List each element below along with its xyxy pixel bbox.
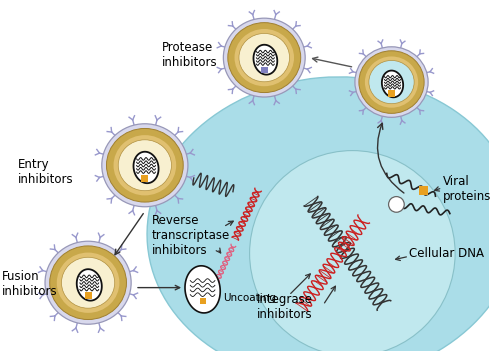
Circle shape bbox=[388, 197, 404, 212]
Bar bbox=[200, 298, 205, 304]
Ellipse shape bbox=[118, 140, 172, 191]
Ellipse shape bbox=[355, 47, 428, 118]
Polygon shape bbox=[254, 45, 278, 75]
Ellipse shape bbox=[106, 129, 183, 202]
Ellipse shape bbox=[102, 124, 188, 207]
Ellipse shape bbox=[224, 18, 305, 97]
Ellipse shape bbox=[365, 56, 418, 108]
Ellipse shape bbox=[239, 33, 290, 82]
Ellipse shape bbox=[45, 241, 131, 324]
Bar bbox=[261, 66, 268, 73]
Bar bbox=[388, 90, 395, 97]
Bar bbox=[84, 292, 91, 299]
Polygon shape bbox=[134, 152, 158, 183]
Text: Integrase
inhibitors: Integrase inhibitors bbox=[256, 293, 312, 321]
Circle shape bbox=[250, 151, 455, 355]
Ellipse shape bbox=[50, 246, 126, 320]
Text: Cellular DNA: Cellular DNA bbox=[409, 247, 484, 260]
Text: Viral
proteins: Viral proteins bbox=[442, 175, 491, 203]
Polygon shape bbox=[382, 71, 403, 97]
Ellipse shape bbox=[57, 252, 120, 313]
Ellipse shape bbox=[234, 29, 294, 86]
Ellipse shape bbox=[228, 23, 300, 93]
Ellipse shape bbox=[114, 135, 176, 195]
Bar bbox=[419, 186, 428, 195]
Polygon shape bbox=[185, 266, 220, 313]
Ellipse shape bbox=[359, 51, 424, 113]
Text: Protease
inhibitors: Protease inhibitors bbox=[162, 41, 217, 69]
Bar bbox=[142, 175, 148, 181]
Text: Uncoating: Uncoating bbox=[223, 293, 276, 302]
Ellipse shape bbox=[62, 257, 114, 308]
Ellipse shape bbox=[147, 77, 500, 355]
Text: Entry
inhibitors: Entry inhibitors bbox=[18, 158, 73, 186]
Text: Reverse
transcriptase
inhibitors: Reverse transcriptase inhibitors bbox=[152, 214, 230, 257]
Ellipse shape bbox=[369, 60, 414, 104]
Text: Fusion
inhibitors: Fusion inhibitors bbox=[2, 270, 58, 298]
Polygon shape bbox=[76, 269, 102, 301]
